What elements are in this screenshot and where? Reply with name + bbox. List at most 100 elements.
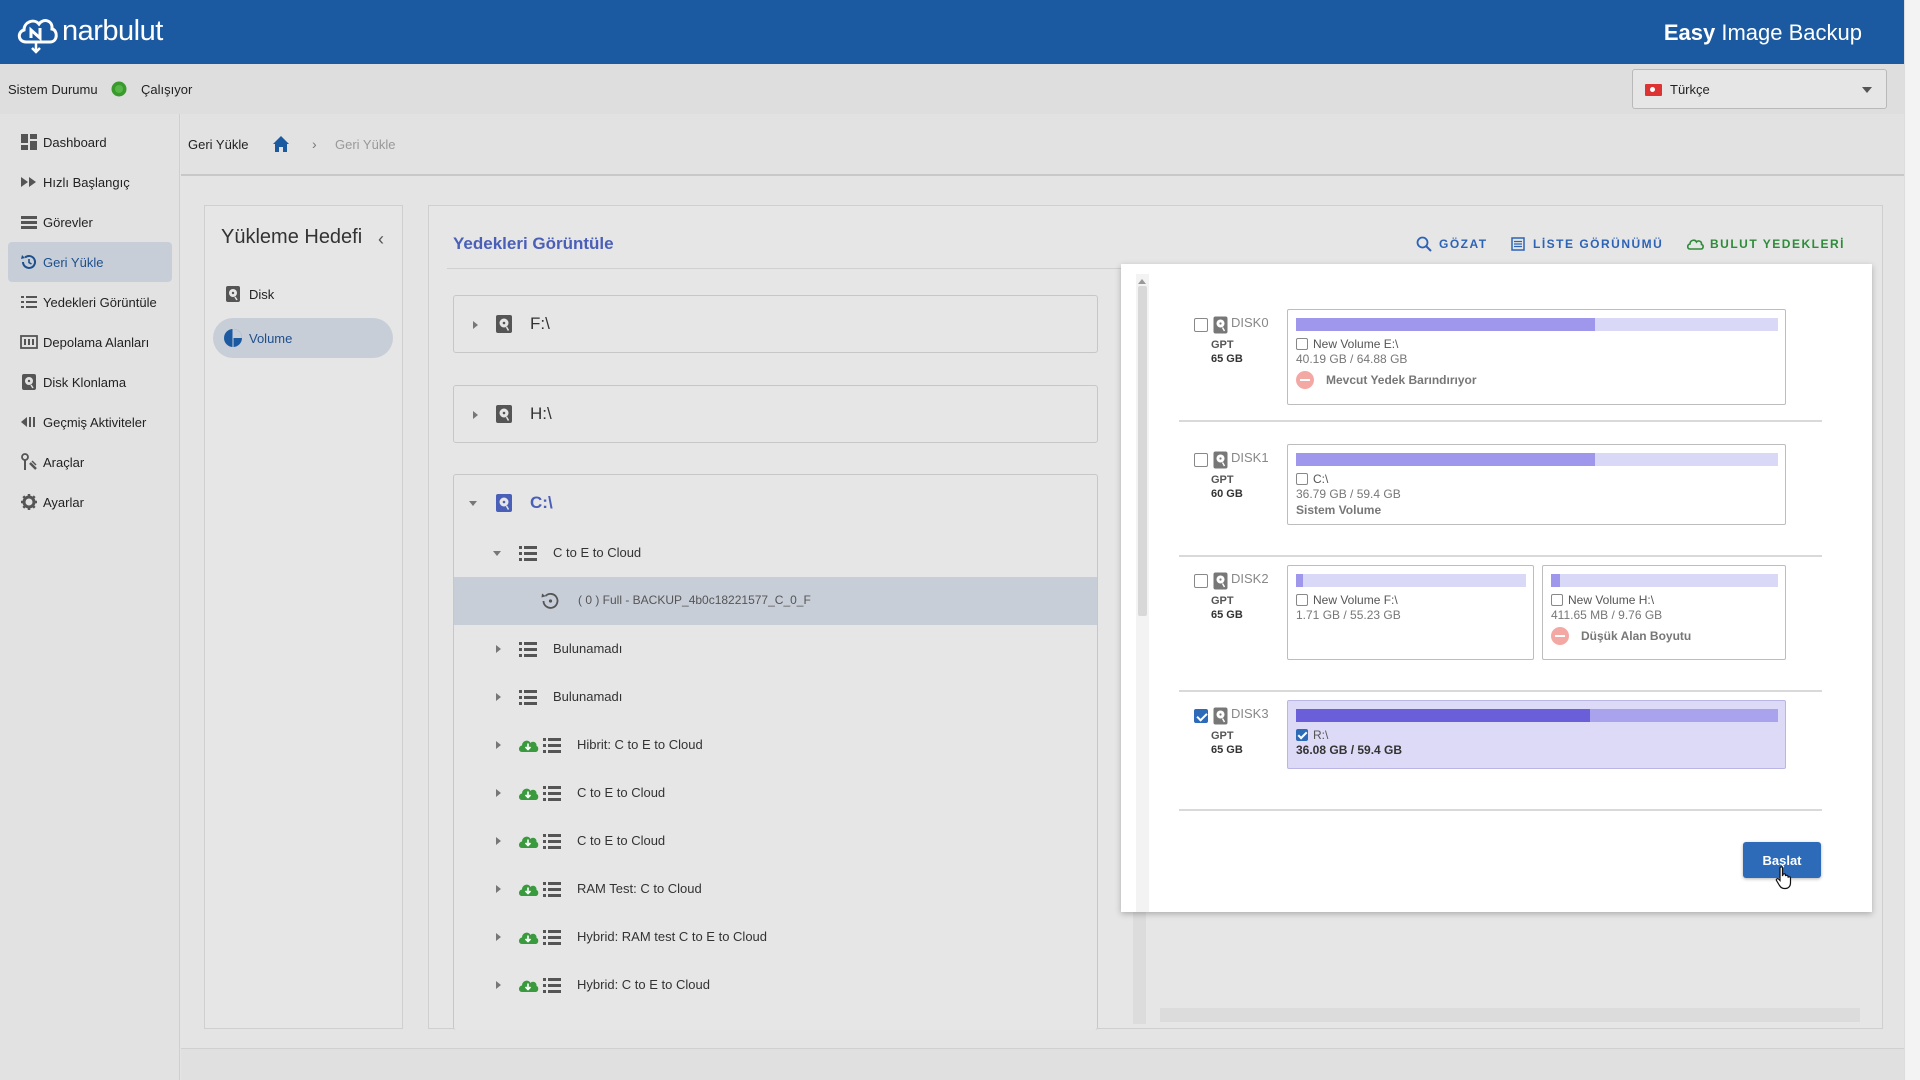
disk-name: DISK3 [1231, 706, 1269, 721]
page-scrollbar[interactable] [1904, 0, 1920, 1080]
disk-checkbox[interactable] [1194, 574, 1208, 588]
tree-row[interactable]: RAM Test: C to Cloud [454, 865, 1097, 913]
disk-icon [1213, 707, 1228, 725]
partition-name: New Volume E:\ [1313, 337, 1399, 351]
partition-checkbox[interactable] [1296, 729, 1308, 741]
restore-history-icon [541, 593, 559, 609]
partition-box[interactable]: New Volume H:\ 411.65 MB / 9.76 GB Düşük… [1542, 565, 1786, 660]
expand-icon[interactable] [496, 933, 501, 941]
expand-icon[interactable] [496, 885, 501, 893]
task-list-icon [543, 882, 561, 897]
partition-box[interactable]: New Volume F:\ 1.71 GB / 55.23 GB [1287, 565, 1534, 660]
volume-card-h[interactable]: H:\ [453, 385, 1098, 443]
expand-icon[interactable] [496, 789, 501, 797]
cloud-download-icon [519, 740, 539, 752]
home-icon[interactable] [272, 135, 290, 153]
tree-row[interactable]: Bulunamadı [454, 673, 1097, 721]
disk-checkbox[interactable] [1194, 318, 1208, 332]
partition-box[interactable]: New Volume E:\ 40.19 GB / 64.88 GB Mevcu… [1287, 309, 1786, 405]
sidebar-item-view-backups[interactable]: Yedekleri Görüntüle [8, 282, 172, 322]
expand-icon[interactable] [496, 837, 501, 845]
browse-button[interactable]: GÖZAT [1415, 235, 1488, 253]
backup-item-selected[interactable]: ( 0 ) Full - BACKUP_4b0c18221577_C_0_F [454, 577, 1097, 625]
disk-checkbox[interactable] [1194, 709, 1208, 723]
partition-warning-text: Düşük Alan Boyutu [1581, 629, 1692, 643]
tree-row-label: Bulunamadı [553, 689, 623, 704]
partition-box-selected[interactable]: R:\ 36.08 GB / 59.4 GB [1287, 700, 1786, 769]
expand-icon[interactable] [496, 981, 501, 989]
disk-size: 65 GB [1211, 744, 1243, 756]
horizontal-scrollbar[interactable] [1160, 1008, 1860, 1022]
sidebar-item-settings[interactable]: Ayarlar [8, 482, 172, 522]
tree-row-label: Bulunamadı [553, 641, 623, 656]
sidebar-item-dashboard[interactable]: Dashboard [8, 122, 172, 162]
target-option-disk[interactable]: Disk [213, 274, 393, 314]
collapse-icon[interactable] [493, 551, 501, 556]
breadcrumb-section[interactable]: Geri Yükle [188, 137, 249, 152]
language-select[interactable]: Türkçe [1632, 69, 1887, 109]
expand-icon[interactable] [496, 741, 501, 749]
tree-row[interactable]: Bulunamadı [454, 625, 1097, 673]
tree-row[interactable]: Hybrid: RAM test C to E to Cloud [454, 913, 1097, 961]
tree-row[interactable]: Hibrit: C to E to Cloud [454, 721, 1097, 769]
browse-label: GÖZAT [1439, 237, 1488, 251]
sidebar-item-restore[interactable]: Geri Yükle [8, 242, 172, 282]
sidebar: Dashboard Hızlı Başlangıç Görevler Geri … [0, 114, 180, 1080]
expand-icon[interactable] [473, 411, 478, 419]
breadcrumb-separator: › [312, 136, 317, 152]
sidebar-item-label: Depolama Alanları [43, 334, 150, 350]
target-option-volume[interactable]: Volume [213, 318, 393, 358]
cloud-icon [1686, 235, 1704, 253]
cloud-download-icon [519, 788, 539, 800]
sidebar-item-tasks[interactable]: Görevler [8, 202, 172, 242]
scroll-up-icon[interactable] [1138, 279, 1146, 284]
partition-role: Sistem Volume [1296, 503, 1382, 517]
list-view-button[interactable]: LİSTE GÖRÜNÜMÜ [1509, 235, 1663, 253]
partition-warning: Düşük Alan Boyutu [1551, 627, 1691, 645]
partition-usage-fill [1551, 574, 1561, 587]
tree-row[interactable]: C to E to Cloud [454, 817, 1097, 865]
status-bar: Sistem Durumu Çalışıyor [0, 64, 1904, 114]
sidebar-item-disk-clone[interactable]: Disk Klonlama [8, 362, 172, 402]
expand-icon[interactable] [496, 645, 501, 653]
expand-icon[interactable] [496, 693, 501, 701]
expand-icon[interactable] [473, 321, 478, 329]
partition-checkbox[interactable] [1296, 594, 1308, 606]
tree-row[interactable]: C to E to Cloud [454, 529, 1097, 577]
cloud-download-icon [519, 932, 539, 944]
popover-scrollbar-thumb[interactable] [1138, 286, 1147, 616]
disk-checkbox[interactable] [1194, 453, 1208, 467]
partition-usage: 36.08 GB / 59.4 GB [1296, 743, 1403, 757]
chevron-down-icon [1862, 87, 1872, 93]
sidebar-item-storage[interactable]: Depolama Alanları [8, 322, 172, 362]
collapse-icon[interactable]: ‹ [378, 229, 384, 249]
tree-row-label: Hybrid: RAM test C to E to Cloud [577, 929, 768, 944]
collapse-icon[interactable] [469, 501, 477, 506]
cloud-download-icon [519, 884, 539, 896]
status-label: Sistem Durumu [8, 82, 98, 97]
sidebar-item-label: Yedekleri Görüntüle [43, 294, 157, 310]
cloud-backups-button[interactable]: BULUT YEDEKLERİ [1686, 235, 1845, 253]
cloud-logo-icon [17, 19, 58, 54]
sidebar-item-history[interactable]: Geçmiş Aktiviteler [8, 402, 172, 442]
partition-checkbox[interactable] [1551, 594, 1563, 606]
tools-icon [19, 452, 39, 472]
tree-row[interactable]: Hybrid: C to E to Cloud [454, 961, 1097, 1009]
remove-circle-icon [1551, 627, 1569, 645]
disk-row-disk1: DISK1 GPT 60 GB C:\ 36.79 GB / 59.4 GB S… [1179, 444, 1822, 557]
partition-usage-fill [1296, 453, 1595, 466]
breadcrumb-current: Geri Yükle [335, 137, 396, 152]
volume-card-f[interactable]: F:\ [453, 295, 1098, 353]
partition-checkbox[interactable] [1296, 338, 1308, 350]
partition-name: C:\ [1313, 472, 1329, 486]
partition-checkbox[interactable] [1296, 473, 1308, 485]
sidebar-item-label: Hızlı Başlangıç [43, 174, 130, 190]
sidebar-item-tools[interactable]: Araçlar [8, 442, 172, 482]
logo: narbulut [14, 8, 163, 54]
volume-label[interactable]: C:\ [530, 493, 553, 512]
sidebar-item-quick-start[interactable]: Hızlı Başlangıç [8, 162, 172, 202]
partition-box[interactable]: C:\ 36.79 GB / 59.4 GB Sistem Volume [1287, 444, 1786, 525]
target-option-label: Volume [249, 330, 293, 346]
tree-row[interactable]: C to E to Cloud [454, 769, 1097, 817]
disk-size: 65 GB [1211, 609, 1243, 621]
